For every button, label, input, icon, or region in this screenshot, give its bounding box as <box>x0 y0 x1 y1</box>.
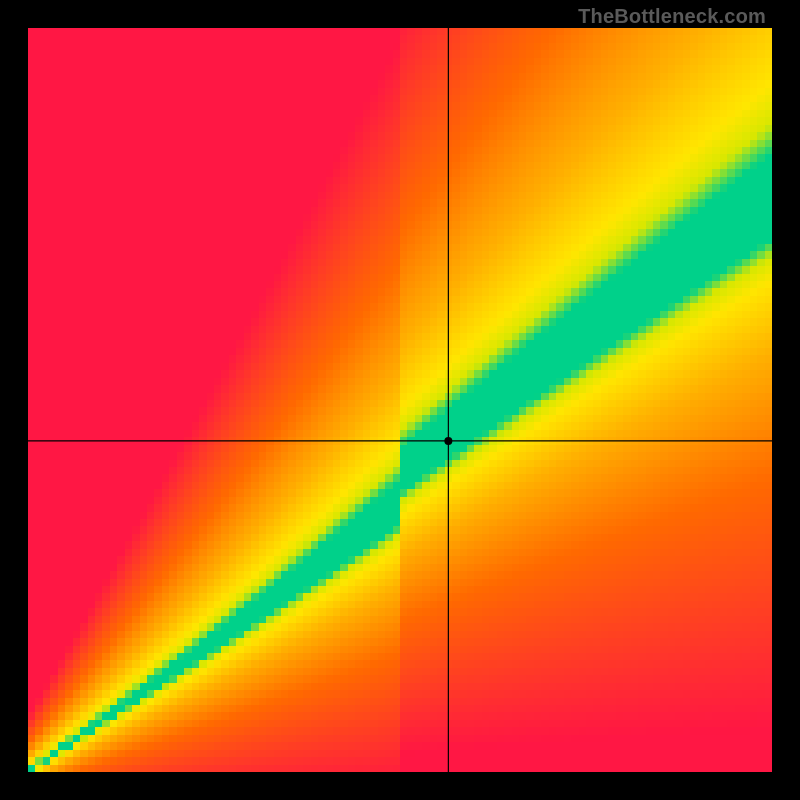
watermark-text: TheBottleneck.com <box>578 6 766 29</box>
chart-container: { "watermark": { "text": "TheBottleneck.… <box>0 0 800 800</box>
crosshair-overlay <box>0 0 800 800</box>
